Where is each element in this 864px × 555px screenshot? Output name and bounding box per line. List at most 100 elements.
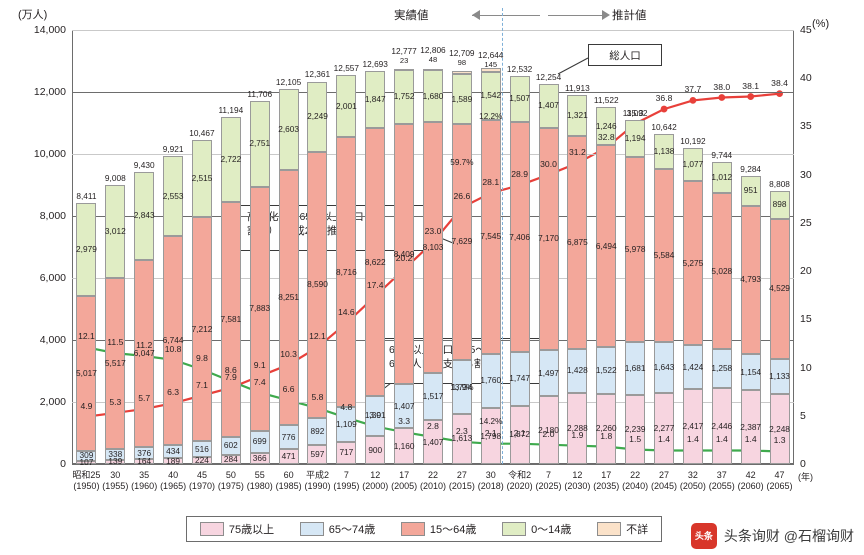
x-axis-tick: 35 (1960): [124, 470, 164, 492]
bar-value-label: 1,542: [480, 90, 502, 101]
bar-value-label: 7,545: [480, 231, 502, 242]
support-ratio-value-label: 1.4: [744, 434, 757, 445]
bar-2018: [480, 30, 501, 464]
bar-value-label: 1,407: [393, 400, 415, 411]
legend-item: 不詳: [597, 521, 648, 537]
bar-segment-65～74歳: [365, 395, 386, 437]
bar-segment-0～14歳: [163, 156, 184, 236]
bar-2000: [365, 30, 386, 464]
y-axis-tick-left: 6,000: [39, 272, 66, 284]
bar-value-label: 434: [166, 445, 180, 456]
x-axis-tick: 17 (2005): [384, 470, 424, 492]
bar-total-label: 12,557: [333, 62, 360, 73]
bar-value-label: 3,012: [104, 226, 126, 236]
bar-total-label: 11,194: [218, 104, 244, 115]
bar-value-label: 2,515: [191, 173, 213, 183]
y-axis-tick-left: 4,000: [39, 334, 66, 346]
x-axis-tick: 12 (2000): [355, 470, 395, 492]
bar-segment-0～14歳: [451, 74, 472, 124]
legend-item: 65～74歳: [299, 521, 375, 537]
watermark: 头条 头条询财 @石榴询财: [690, 523, 854, 549]
chart-legend: 75歳以上 65～74歳 15～64歳 0～14歳 不詳: [186, 516, 662, 542]
bar-segment-0～14歳: [538, 84, 559, 128]
bar-value-label: 1,507: [509, 93, 530, 104]
bar-segment-0～14歳: [220, 117, 241, 202]
y-axis-unit-right: (%): [812, 18, 830, 30]
y-axis-tick-right: 45: [800, 24, 812, 36]
aging-rate-value-label: 38.1: [742, 80, 760, 91]
bar-value-label: 1,680: [422, 90, 444, 101]
aging-rate-value-label: 30.0: [540, 158, 557, 169]
y-axis-tick-right: 40: [800, 72, 812, 85]
bar-total-label: 12,806: [420, 45, 446, 55]
bar-value-label: 1,077: [682, 159, 704, 170]
bar-2020: [509, 30, 530, 464]
bar-value-label: 717: [339, 447, 354, 458]
bar-segment-75歳以上: [423, 420, 443, 464]
bar-segment-65～74歳: [249, 430, 270, 453]
bar-value-label: 1,760: [480, 375, 502, 386]
x-axis-era: 47: [774, 470, 785, 480]
bar-segment-0～14歳: [567, 94, 588, 136]
y-axis-unit-left: (万人): [18, 9, 48, 21]
aging-rate-value-label: 38.4: [771, 77, 788, 88]
legend-swatch: [597, 522, 622, 536]
aging-rate-value-label: 12.1: [309, 331, 326, 342]
watermark-logo: 头条: [690, 523, 717, 549]
bar-segment-0～14歳: [191, 139, 212, 218]
aging-rate-value-label: 4.9: [80, 400, 93, 411]
bar-segment-65～74歳: [654, 342, 675, 394]
share-label: 14.2%: [479, 417, 503, 427]
legend-item: 75歳以上: [199, 521, 274, 537]
bar-value-label: 1,012: [711, 172, 733, 183]
bar-segment-75歳以上: [567, 393, 588, 464]
x-axis-tick: 30 (2018): [471, 470, 511, 492]
bar-segment-15～64歳: [538, 127, 559, 350]
support-ratio-value-label: 2.1: [513, 427, 526, 438]
bar-segment-0～14歳: [625, 120, 646, 158]
bar-value-label: 1,589: [451, 93, 473, 104]
bar-segment-15～64歳: [278, 169, 299, 426]
x-axis-era: 12: [572, 470, 583, 480]
bar-value-label: 107: [79, 456, 94, 467]
bar-value-label: 8,622: [364, 256, 386, 267]
bar-segment-75歳以上: [625, 394, 646, 464]
bar-segment-不詳: [423, 68, 443, 71]
aging-rate-value-label: 5.7: [138, 393, 151, 404]
bar-unknown-label: 145: [484, 60, 498, 70]
bar-value-label: 1,872: [509, 429, 530, 440]
bar-total-label: 12,532: [506, 63, 533, 74]
y-axis-tick-right: 15: [800, 313, 812, 326]
bar-segment-不詳: [394, 68, 415, 71]
bar-2015: [451, 30, 472, 464]
bar-segment-0～14歳: [336, 75, 357, 138]
y-axis-tick-left: 14,000: [33, 24, 66, 36]
bar-value-label: 284: [223, 454, 238, 465]
support-ratio-value-label: 1.3: [773, 435, 786, 446]
x-axis-tick: 50 (1975): [211, 470, 251, 492]
bar-value-label: 309: [79, 450, 94, 461]
x-axis-year: (2040): [622, 481, 649, 491]
bar-value-label: 1,643: [653, 362, 675, 373]
bar-segment-75歳以上: [740, 390, 761, 464]
x-axis-tick: 47 (2065): [760, 470, 800, 492]
bar-value-label: 4,793: [740, 274, 762, 285]
bar-segment-75歳以上: [480, 408, 501, 464]
legend-label: 15～64歳: [429, 524, 477, 536]
bar-segment-65～74歳: [163, 444, 184, 459]
bar-value-label: 1,747: [509, 373, 530, 384]
bar-total-label: 10,192: [680, 136, 706, 147]
x-axis-tick: 37 (2055): [702, 470, 742, 492]
x-axis-tick: 32 (2050): [673, 470, 713, 492]
bar-value-label: 164: [137, 455, 152, 466]
bar-segment-75歳以上: [596, 393, 617, 464]
bar-value-label: 1,154: [740, 366, 762, 377]
bar-value-label: 2,001: [335, 100, 357, 111]
bar-value-label: 1,160: [393, 440, 415, 451]
x-axis-year: (1980): [246, 481, 273, 491]
bar-segment-15～64歳: [451, 123, 472, 361]
bar-value-label: 2,417: [682, 421, 704, 432]
bar-segment-65～74歳: [567, 348, 588, 394]
bar-segment-0～14歳: [365, 71, 386, 129]
x-axis-era: 令和2: [508, 470, 532, 480]
